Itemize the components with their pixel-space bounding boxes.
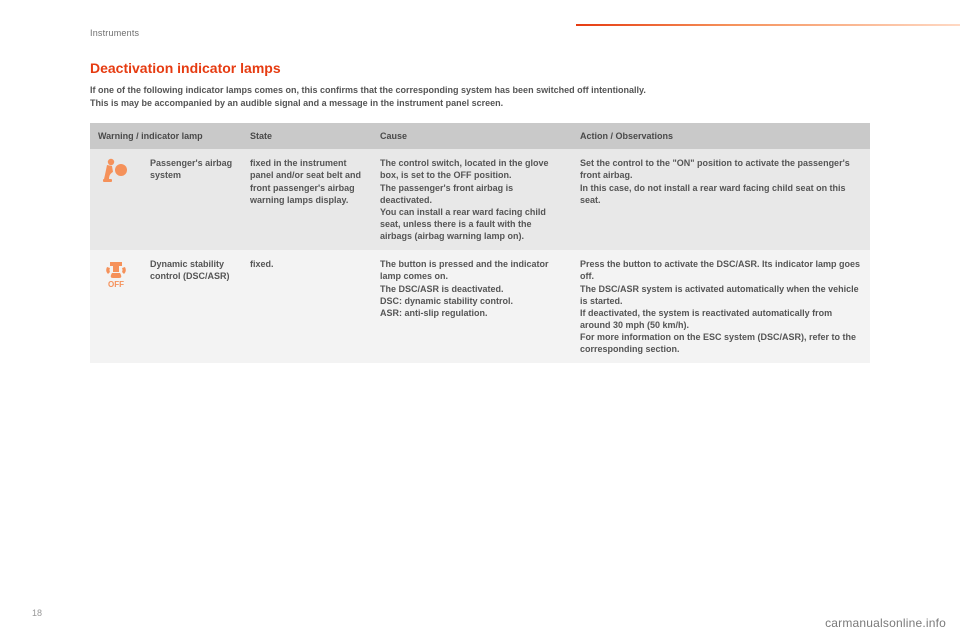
page-title: Deactivation indicator lamps bbox=[90, 60, 870, 76]
lamp-name: Dynamic stability control (DSC/ASR) bbox=[142, 250, 242, 363]
lamp-cause: The button is pressed and the indicator … bbox=[372, 250, 572, 363]
table-row: Passenger's airbag system fixed in the i… bbox=[90, 149, 870, 250]
section-label: Instruments bbox=[90, 28, 870, 38]
footer-site: carmanualsonline.info bbox=[825, 616, 946, 630]
table-header-row: Warning / indicator lamp State Cause Act… bbox=[90, 123, 870, 149]
lamp-state: fixed. bbox=[242, 250, 372, 363]
col-action: Action / Observations bbox=[572, 123, 870, 149]
svg-text:OFF: OFF bbox=[108, 280, 124, 288]
intro-line-1: If one of the following indicator lamps … bbox=[90, 84, 810, 96]
page: Instruments Deactivation indicator lamps… bbox=[0, 0, 960, 640]
intro-line-2: This is may be accompanied by an audible… bbox=[90, 97, 810, 109]
lamp-icon-cell bbox=[90, 149, 142, 250]
col-lamp: Warning / indicator lamp bbox=[90, 123, 242, 149]
lamp-state: fixed in the instrument panel and/or sea… bbox=[242, 149, 372, 250]
header-accent-line bbox=[0, 24, 960, 26]
airbag-off-icon bbox=[101, 157, 131, 186]
lamp-name: Passenger's airbag system bbox=[142, 149, 242, 250]
intro-text: If one of the following indicator lamps … bbox=[90, 84, 810, 109]
col-state: State bbox=[242, 123, 372, 149]
lamp-cause: The control switch, located in the glove… bbox=[372, 149, 572, 250]
lamp-icon-cell: OFF bbox=[90, 250, 142, 363]
lamp-action: Press the button to activate the DSC/ASR… bbox=[572, 250, 870, 363]
dsc-off-icon: OFF bbox=[101, 258, 131, 291]
table-row: OFF Dynamic stability control (DSC/ASR) … bbox=[90, 250, 870, 363]
lamp-action: Set the control to the "ON" position to … bbox=[572, 149, 870, 250]
col-cause: Cause bbox=[372, 123, 572, 149]
page-number: 18 bbox=[32, 608, 42, 618]
indicator-table: Warning / indicator lamp State Cause Act… bbox=[90, 123, 870, 363]
